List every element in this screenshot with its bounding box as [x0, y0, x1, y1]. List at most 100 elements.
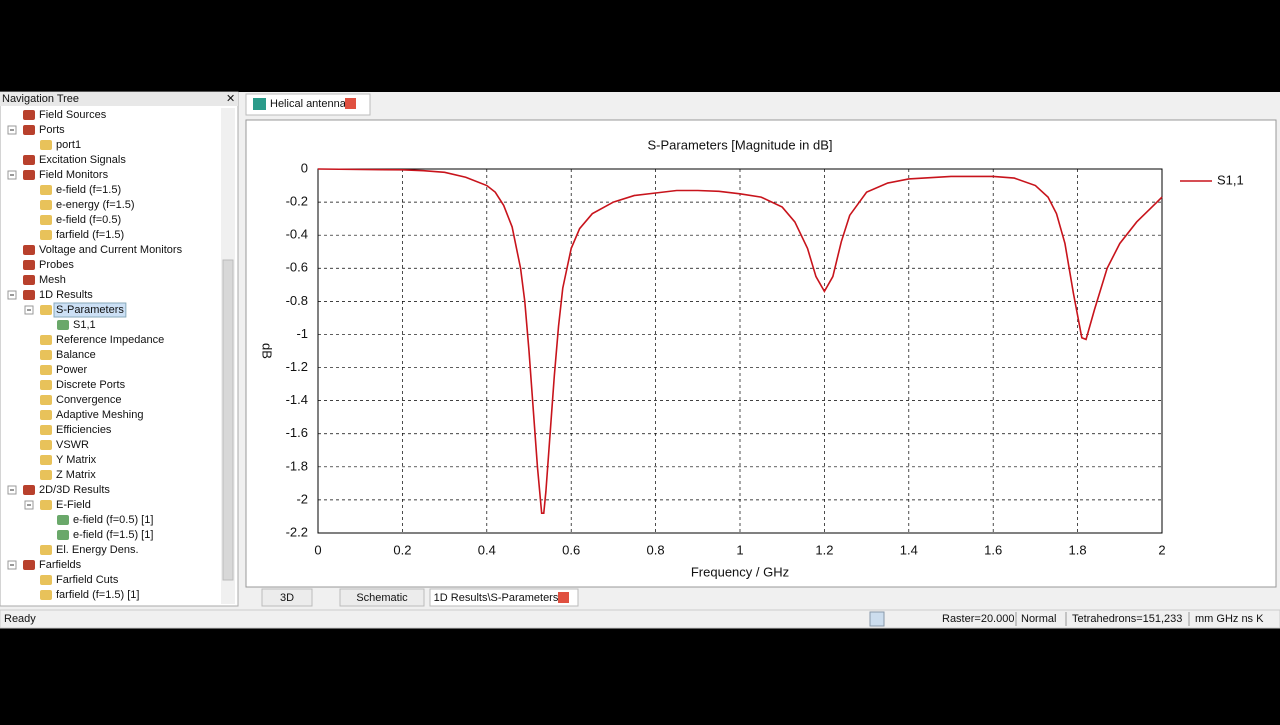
- y-tick-label: -2.2: [286, 524, 308, 539]
- x-tick-label: 0.2: [393, 542, 411, 557]
- y-tick-label: -0.2: [286, 194, 308, 209]
- y-tick-label: -2: [296, 491, 308, 506]
- node-icon: [23, 245, 35, 255]
- close-button[interactable]: ✕: [226, 93, 235, 105]
- node-icon: [23, 170, 35, 180]
- folder-icon: [40, 200, 52, 210]
- tree-label[interactable]: Balance: [56, 349, 96, 361]
- tree-label[interactable]: Farfield Cuts: [56, 574, 119, 586]
- folder-icon: [40, 575, 52, 585]
- y-tick-label: 0: [301, 160, 308, 175]
- y-tick-label: -1.4: [286, 392, 308, 407]
- tree-label[interactable]: Y Matrix: [56, 454, 97, 466]
- chart-title: S-Parameters [Magnitude in dB]: [648, 137, 833, 152]
- top-tab-label: Helical antenna: [270, 98, 347, 110]
- bottom-tab[interactable]: [429, 588, 579, 607]
- x-tick-label: 1.6: [984, 542, 1002, 557]
- top-tab[interactable]: [245, 93, 371, 116]
- tree-label[interactable]: 2D/3D Results: [39, 484, 110, 496]
- tree-label[interactable]: Voltage and Current Monitors: [39, 244, 183, 256]
- folder-icon: [40, 590, 52, 600]
- y-tick-label: -1.8: [286, 458, 308, 473]
- folder-icon: [40, 440, 52, 450]
- tree-label[interactable]: Ports: [39, 124, 65, 136]
- status-mode: Normal: [1021, 613, 1056, 625]
- nav-title: Navigation Tree: [2, 93, 79, 105]
- tab-icon: [253, 98, 266, 110]
- tree-label[interactable]: Power: [56, 364, 88, 376]
- status-mesh: Tetrahedrons=151,233: [1072, 613, 1182, 625]
- folder-icon: [40, 185, 52, 195]
- y-tick-label: -1: [296, 326, 308, 341]
- tree-label[interactable]: Z Matrix: [56, 469, 96, 481]
- tree-label[interactable]: Field Monitors: [39, 169, 109, 181]
- node-icon: [23, 125, 35, 135]
- tree-label[interactable]: port1: [56, 139, 81, 151]
- series-line: [317, 168, 1163, 514]
- tree-label[interactable]: S-Parameters: [56, 304, 124, 316]
- tree-label[interactable]: Reference Impedance: [56, 334, 164, 346]
- folder-icon: [40, 410, 52, 420]
- status-bar: [0, 609, 1280, 629]
- tree-label[interactable]: farfield (f=1.5) [1]: [56, 589, 139, 601]
- tree-label[interactable]: Probes: [39, 259, 74, 271]
- y-tick-label: -0.4: [286, 227, 308, 242]
- nav-header: [0, 92, 238, 106]
- tree-label[interactable]: Discrete Ports: [56, 379, 126, 391]
- tree-label[interactable]: e-field (f=1.5) [1]: [73, 529, 153, 541]
- tree-label[interactable]: S1,1: [73, 319, 96, 331]
- node-icon: [23, 560, 35, 570]
- x-tick-label: 1.4: [900, 542, 918, 557]
- folder-icon: [57, 320, 69, 330]
- node-icon: [23, 260, 35, 270]
- x-tick-label: 0: [314, 542, 321, 557]
- y-axis-label: dB: [260, 343, 275, 359]
- tree-label[interactable]: 1D Results: [39, 289, 93, 301]
- folder-icon: [40, 470, 52, 480]
- tree-label[interactable]: Mesh: [39, 274, 66, 286]
- tree-label[interactable]: VSWR: [56, 439, 89, 451]
- x-tick-label: 1.8: [1069, 542, 1087, 557]
- folder-icon: [40, 140, 52, 150]
- selection: [53, 302, 127, 318]
- folder-icon: [40, 455, 52, 465]
- x-axis-label: Frequency / GHz: [691, 564, 789, 579]
- y-tick-label: -0.8: [286, 293, 308, 308]
- node-icon: [23, 485, 35, 495]
- plot-panel: [245, 119, 1277, 588]
- folder-icon: [40, 305, 52, 315]
- x-tick-label: 0.4: [478, 542, 496, 557]
- x-tick-label: 1.2: [815, 542, 833, 557]
- tab-close[interactable]: [345, 98, 356, 109]
- tree-label[interactable]: Excitation Signals: [39, 154, 126, 166]
- tree-label[interactable]: Field Sources: [39, 109, 107, 121]
- tree-label[interactable]: e-field (f=0.5) [1]: [73, 514, 153, 526]
- tree-label[interactable]: Convergence: [56, 394, 121, 406]
- folder-icon: [40, 215, 52, 225]
- tree-label[interactable]: farfield (f=1.5): [56, 229, 124, 241]
- bottom-tab[interactable]: [339, 588, 425, 607]
- folder-icon: [40, 335, 52, 345]
- x-tick-label: 0.6: [562, 542, 580, 557]
- tree-label[interactable]: e-energy (f=1.5): [56, 199, 135, 211]
- status-ready: Ready: [4, 613, 36, 625]
- scroll-thumb[interactable]: [222, 259, 234, 581]
- tree-label[interactable]: e-field (f=0.5): [56, 214, 121, 226]
- tree-label[interactable]: Adaptive Meshing: [56, 409, 143, 421]
- node-icon: [23, 155, 35, 165]
- bottom-tab-label: Schematic: [356, 592, 408, 604]
- tab-close[interactable]: [558, 592, 569, 603]
- node-icon: [23, 290, 35, 300]
- bottom-tab[interactable]: [261, 588, 313, 607]
- y-tick-label: -0.6: [286, 260, 308, 275]
- tree-label[interactable]: E-Field: [56, 499, 91, 511]
- zoom-tool[interactable]: [869, 611, 885, 627]
- tree-label[interactable]: Efficiencies: [56, 424, 112, 436]
- x-tick-label: 0.8: [647, 542, 665, 557]
- status-units: mm GHz ns K: [1195, 613, 1264, 625]
- tree-label[interactable]: Farfields: [39, 559, 82, 571]
- tree-label[interactable]: El. Energy Dens.: [56, 544, 139, 556]
- tree-label[interactable]: e-field (f=1.5): [56, 184, 121, 196]
